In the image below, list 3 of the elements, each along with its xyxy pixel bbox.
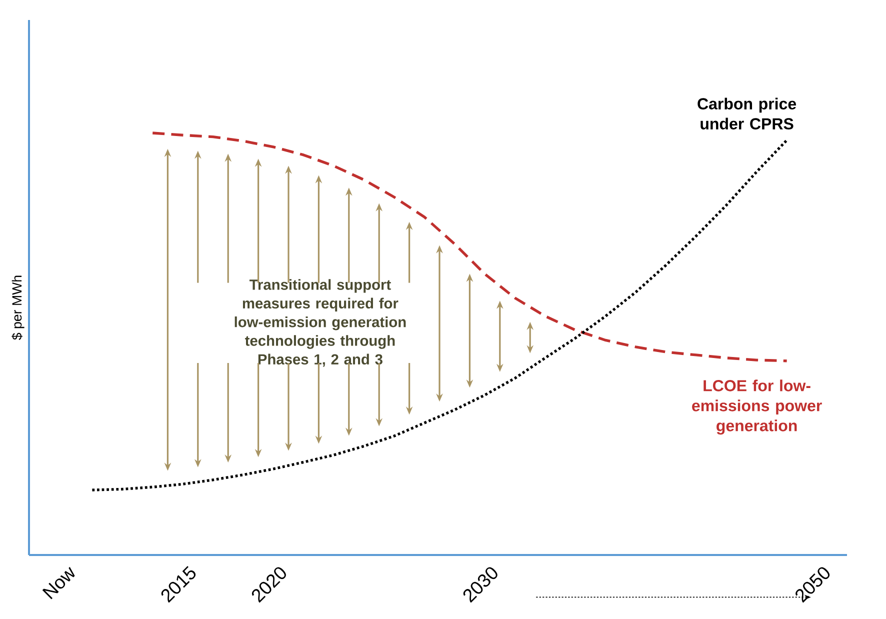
series-label: LCOE for low-emissions power generation [692,380,822,435]
series-label: Carbon price under CPRS [698,98,796,130]
y-axis-title: $ per MWh [12,276,24,340]
